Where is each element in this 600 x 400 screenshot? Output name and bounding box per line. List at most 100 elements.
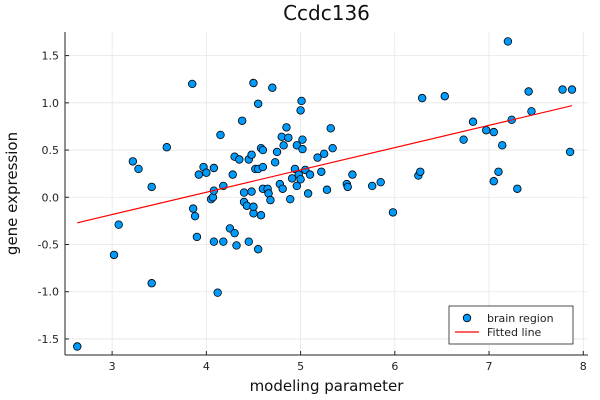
data-point xyxy=(279,141,288,150)
data-point xyxy=(313,153,322,162)
data-point xyxy=(287,174,297,183)
data-point xyxy=(247,187,256,196)
data-point xyxy=(296,175,305,184)
data-point xyxy=(298,144,307,154)
legend-marker-points xyxy=(462,313,472,323)
series-layer xyxy=(73,37,577,351)
data-point xyxy=(524,87,533,96)
legend-label: Fitted line xyxy=(487,326,542,339)
y-tick-label: -1.5 xyxy=(38,333,59,346)
data-point xyxy=(292,181,302,191)
data-point xyxy=(235,155,244,164)
y-tick-label: 0.5 xyxy=(42,144,60,157)
data-point xyxy=(268,83,277,92)
data-point xyxy=(266,195,275,205)
data-point xyxy=(503,37,513,46)
data-point xyxy=(147,279,156,288)
data-point xyxy=(498,141,507,150)
data-point xyxy=(558,85,567,94)
data-point xyxy=(282,123,291,132)
data-point xyxy=(134,164,143,174)
data-point xyxy=(489,177,498,186)
data-point xyxy=(219,237,228,246)
data-point xyxy=(190,211,200,221)
x-tick-label: 7 xyxy=(486,360,493,373)
data-point xyxy=(489,127,498,137)
data-point xyxy=(368,181,377,191)
x-axis-title: modeling parameter xyxy=(250,377,405,395)
data-point xyxy=(482,126,491,135)
data-point xyxy=(297,96,306,106)
data-point xyxy=(202,168,211,177)
data-point xyxy=(249,78,258,88)
data-point xyxy=(188,79,197,89)
data-point xyxy=(328,143,337,153)
data-point xyxy=(459,135,468,144)
data-point xyxy=(416,167,425,176)
x-tick-label: 4 xyxy=(203,360,210,373)
data-point xyxy=(317,167,326,176)
y-tick-label: 0.0 xyxy=(42,191,60,204)
data-point xyxy=(239,188,249,197)
data-point xyxy=(513,184,522,193)
data-point xyxy=(253,245,263,254)
data-point xyxy=(417,93,427,103)
data-point xyxy=(244,237,253,246)
data-point xyxy=(216,130,225,140)
x-tick-label: 3 xyxy=(109,360,116,373)
data-point xyxy=(343,182,352,192)
data-point xyxy=(286,194,295,204)
data-point xyxy=(388,208,398,217)
data-point xyxy=(194,170,204,179)
x-tick-label: 8 xyxy=(580,360,587,373)
x-tick-label: 6 xyxy=(391,360,398,373)
data-point xyxy=(147,182,156,192)
data-point xyxy=(270,158,280,167)
data-point xyxy=(188,204,198,213)
data-point xyxy=(303,189,313,198)
data-point xyxy=(296,106,305,115)
data-point xyxy=(109,250,119,260)
data-point xyxy=(494,167,503,176)
data-point xyxy=(232,241,241,250)
data-point xyxy=(258,162,268,172)
data-point xyxy=(278,184,287,193)
data-point xyxy=(565,147,575,157)
data-point xyxy=(114,220,123,229)
data-point xyxy=(228,170,237,179)
data-point xyxy=(128,157,138,166)
data-point xyxy=(253,99,263,108)
legend-label: brain region xyxy=(487,312,554,325)
data-point xyxy=(162,143,171,152)
data-point xyxy=(319,149,329,159)
fitted-line xyxy=(77,105,573,224)
data-point xyxy=(284,133,293,142)
y-tick-label: -1.0 xyxy=(38,286,59,299)
data-point xyxy=(256,211,266,220)
data-point xyxy=(348,170,357,179)
data-point xyxy=(258,145,268,155)
data-point xyxy=(376,177,385,187)
axes-layer: 3 4 5 6 7 8 -1.5 -1.0 -0.5 0.0 0.5 1.0 1.5 xyxy=(38,32,588,373)
data-point xyxy=(567,85,577,94)
chart-title: Ccdc136 xyxy=(283,1,370,25)
y-tick-label: 1.5 xyxy=(42,50,60,63)
data-point xyxy=(305,170,315,179)
data-point xyxy=(213,288,222,297)
data-point xyxy=(237,116,247,125)
data-point xyxy=(249,202,258,211)
data-point xyxy=(230,228,239,238)
data-point xyxy=(247,150,256,159)
data-point xyxy=(468,117,478,126)
data-point xyxy=(322,185,332,194)
y-axis-title: gene expression xyxy=(3,132,21,255)
x-tick-label: 5 xyxy=(297,360,304,373)
data-point xyxy=(272,147,282,157)
data-point xyxy=(209,237,219,246)
y-tick-label: 1.0 xyxy=(42,97,60,110)
data-point xyxy=(326,124,335,133)
data-point xyxy=(73,342,82,351)
